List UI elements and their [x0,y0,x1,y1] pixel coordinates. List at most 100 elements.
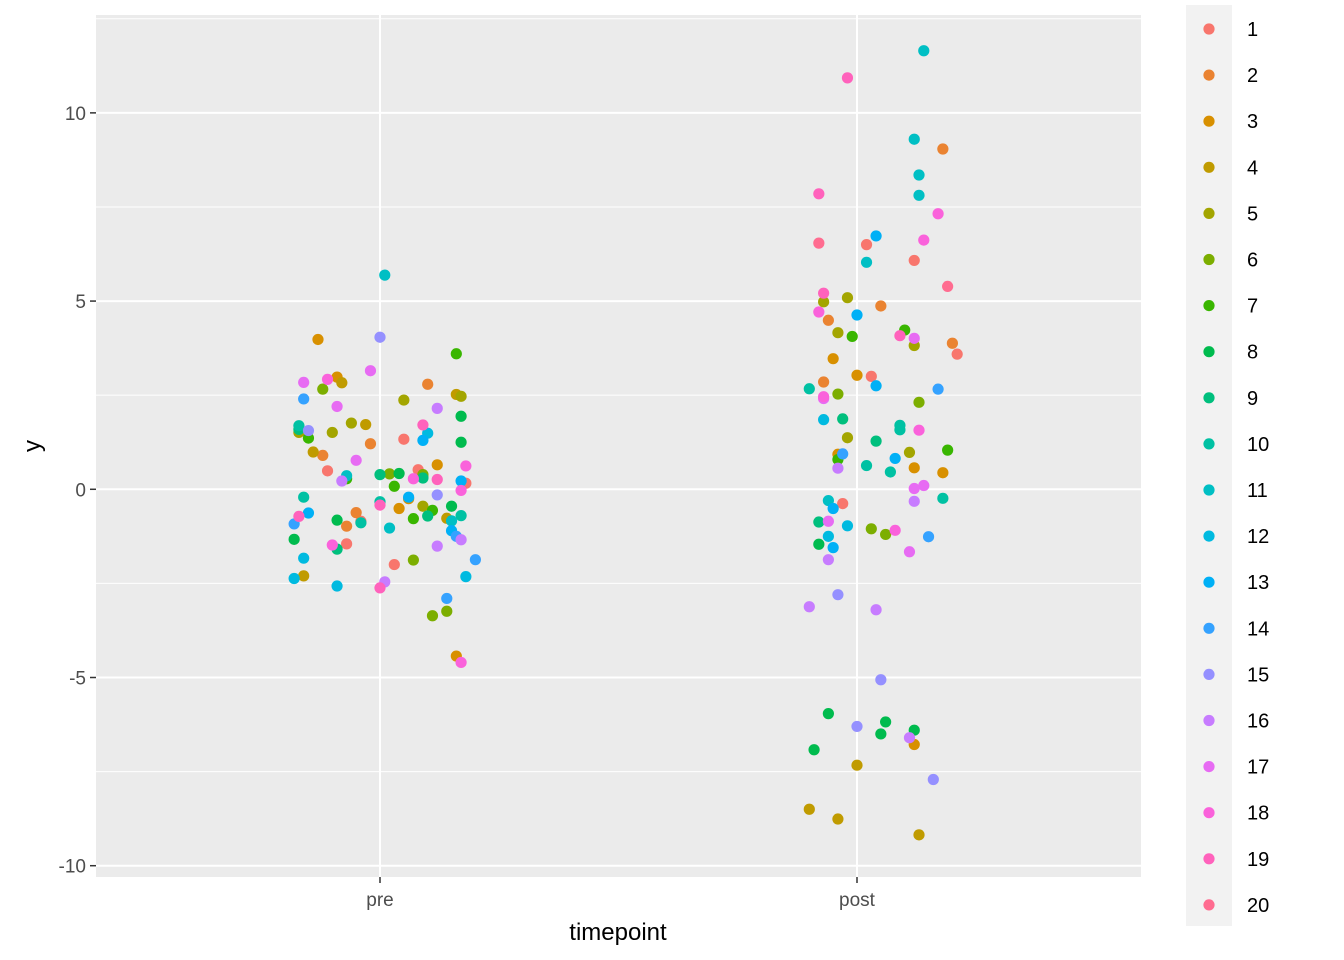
data-point-group-2 [364,438,377,450]
data-point-group-7 [846,330,858,343]
x-tick-label: post [839,890,876,911]
data-point-group-9 [837,413,849,425]
data-point-group-6 [913,396,925,408]
data-point-group-18 [460,460,472,472]
data-point-group-2 [422,378,434,390]
data-point-group-13 [889,452,901,465]
data-point-group-16 [455,534,467,546]
data-point-group-13 [827,542,839,554]
data-point-group-2 [822,314,834,326]
data-point-group-6 [383,468,396,480]
data-point-group-17 [918,479,930,492]
legend-key-9 [1203,392,1215,404]
data-point-group-12 [298,552,310,564]
data-point-group-3 [908,462,920,474]
data-point-group-9 [374,469,386,481]
data-point-group-19 [431,473,443,486]
data-point-group-6 [880,528,892,541]
data-point-group-15 [875,674,887,686]
data-point-group-4 [336,377,348,389]
data-point-group-19 [417,419,429,431]
data-point-group-2 [317,449,329,462]
legend-key-1 [1203,23,1215,35]
data-point-group-4 [851,759,863,771]
legend-label-11: 11 [1247,480,1268,502]
data-point-group-9 [417,472,429,484]
data-point-group-16 [803,601,815,613]
data-point-group-19 [813,188,825,200]
data-point-group-13 [417,434,429,446]
data-point-group-13 [870,230,882,242]
data-point-group-2 [875,300,887,312]
y-tick-label: -5 [69,668,86,689]
legend-key-4 [1203,161,1215,173]
legend-key-17 [1203,761,1215,773]
data-point-group-5 [455,390,467,402]
data-point-group-17 [350,454,362,466]
data-point-group-6 [317,383,329,395]
data-point-group-17 [908,482,920,495]
legend-key-2 [1203,69,1215,81]
data-point-group-4 [298,570,310,582]
legend-key-3 [1203,115,1215,127]
data-point-group-3 [431,459,443,471]
data-point-group-5 [398,394,410,406]
data-point-group-5 [417,500,429,512]
data-point-group-16 [822,554,834,566]
legend-label-20: 20 [1247,895,1269,917]
data-point-group-13 [870,380,882,392]
y-axis: -10 -5 0 5 10 [59,104,96,878]
data-point-group-5 [841,292,854,304]
data-point-group-8 [813,538,825,550]
data-point-group-6 [441,605,453,617]
data-point-group-18 [932,208,944,220]
legend-label-9: 9 [1247,388,1258,410]
data-point-group-9 [813,516,825,528]
data-point-group-19 [374,499,386,511]
data-point-group-8 [875,728,887,740]
legend-label-3: 3 [1247,111,1258,133]
data-point-group-7 [407,513,419,525]
legend-label-7: 7 [1247,296,1258,318]
data-point-group-9 [422,510,434,522]
data-point-group-12 [841,520,854,532]
legend-label-18: 18 [1247,803,1269,825]
legend-label-1: 1 [1247,19,1258,41]
data-point-group-11 [908,133,920,145]
legend-key-18 [1203,807,1215,819]
data-point-group-2 [341,520,353,532]
legend-label-19: 19 [1247,849,1269,871]
data-point-group-16 [870,604,882,616]
data-point-group-11 [383,522,396,534]
data-point-group-10 [937,492,949,504]
data-point-group-14 [922,531,935,543]
data-point-group-5 [832,327,844,339]
data-point-group-15 [832,589,844,601]
data-point-group-12 [818,414,830,426]
data-point-group-3 [393,502,405,515]
data-point-group-20 [813,237,825,249]
data-point-group-17 [298,376,310,388]
legend-label-4: 4 [1247,157,1258,179]
data-point-group-5 [903,446,916,458]
data-point-group-4 [913,829,925,841]
data-point-group-15 [431,489,443,501]
data-point-group-1 [398,433,410,445]
legend-label-15: 15 [1247,664,1269,686]
legend-label-16: 16 [1247,711,1269,733]
legend-label-17: 17 [1247,757,1269,779]
data-point-group-13 [403,491,415,503]
data-point-group-3 [312,333,324,346]
data-point-group-5 [841,432,854,444]
data-point-group-16 [431,540,443,552]
legend-label-5: 5 [1247,203,1258,225]
data-point-group-10 [860,459,873,472]
data-point-group-8 [288,533,300,545]
data-point-group-1 [865,370,877,382]
data-point-group-8 [331,514,343,526]
data-point-group-12 [288,572,300,585]
data-point-group-10 [884,466,896,478]
data-point-group-5 [345,417,357,429]
